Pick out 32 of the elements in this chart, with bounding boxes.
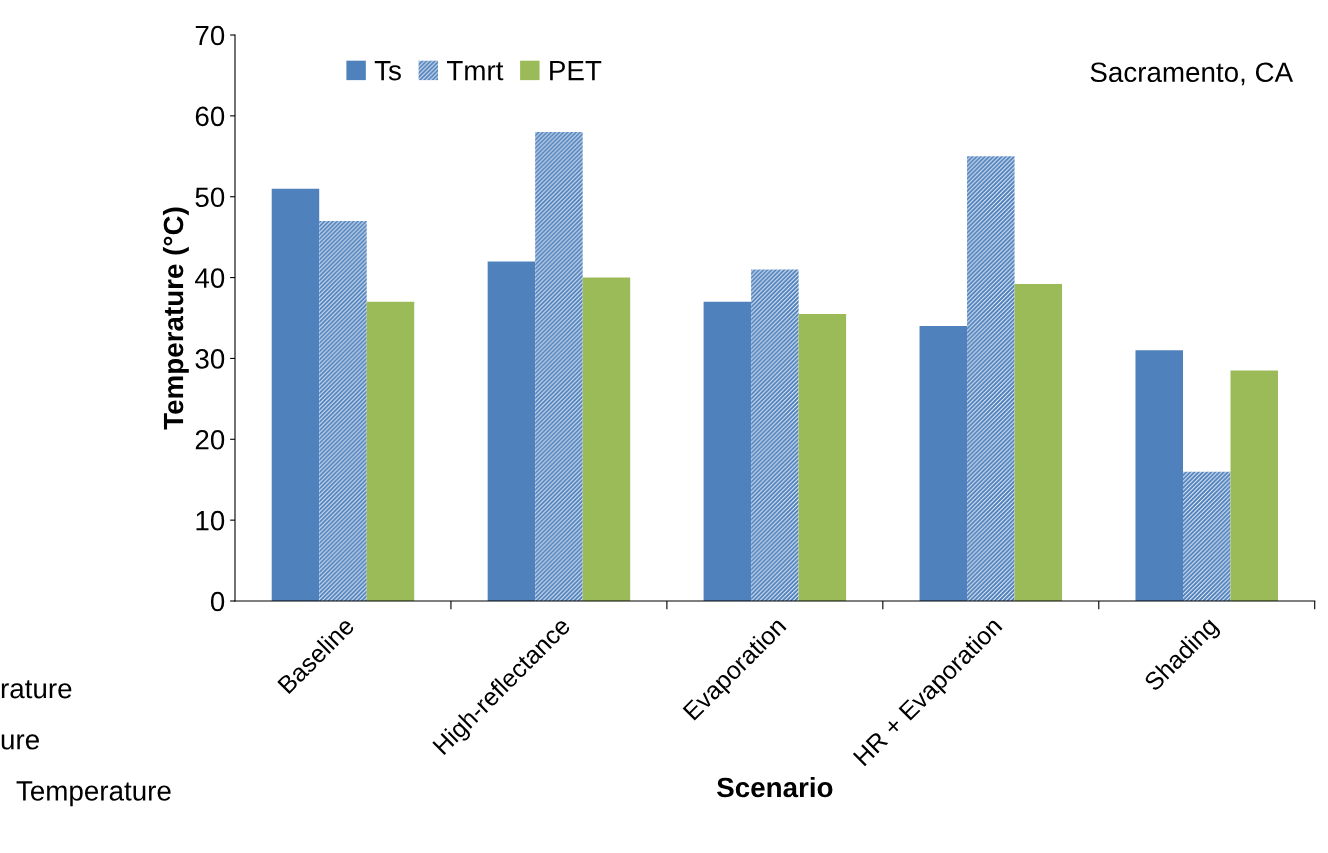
bar <box>967 156 1015 601</box>
legend-label: PET <box>550 61 602 81</box>
bar <box>798 313 847 601</box>
y-tick-label: 60 <box>195 106 225 127</box>
y-tick-label: 0 <box>210 591 225 612</box>
y-tick-label: 10 <box>196 510 225 531</box>
text: rature <box>1 680 72 699</box>
y-tick-label: 50 <box>195 187 225 208</box>
text: ure <box>1 734 39 750</box>
x-axis-title: Scenario <box>716 776 833 798</box>
annotation: Sacramento, CA <box>1090 62 1294 86</box>
y-axis-title: Temperature (°C) <box>162 207 189 430</box>
legend-label: Ts <box>374 61 401 81</box>
y-tick-label: 20 <box>195 429 225 450</box>
bar <box>1135 350 1183 601</box>
bar <box>1014 284 1063 601</box>
bar <box>487 261 536 601</box>
bar <box>366 301 415 601</box>
bar <box>703 301 752 601</box>
bar <box>319 220 367 601</box>
y-tick-label: 70 <box>195 25 225 46</box>
text: Temperature <box>16 781 171 807</box>
bar <box>271 188 320 601</box>
bar <box>919 326 968 601</box>
y-tick-label: 30 <box>195 349 225 369</box>
bar <box>1230 370 1279 601</box>
bar <box>582 277 631 601</box>
legend-label: Tmrt <box>446 61 504 81</box>
bar <box>1182 471 1231 601</box>
bar <box>751 269 799 601</box>
y-tick-label: 40 <box>195 268 225 288</box>
bar <box>535 132 583 601</box>
